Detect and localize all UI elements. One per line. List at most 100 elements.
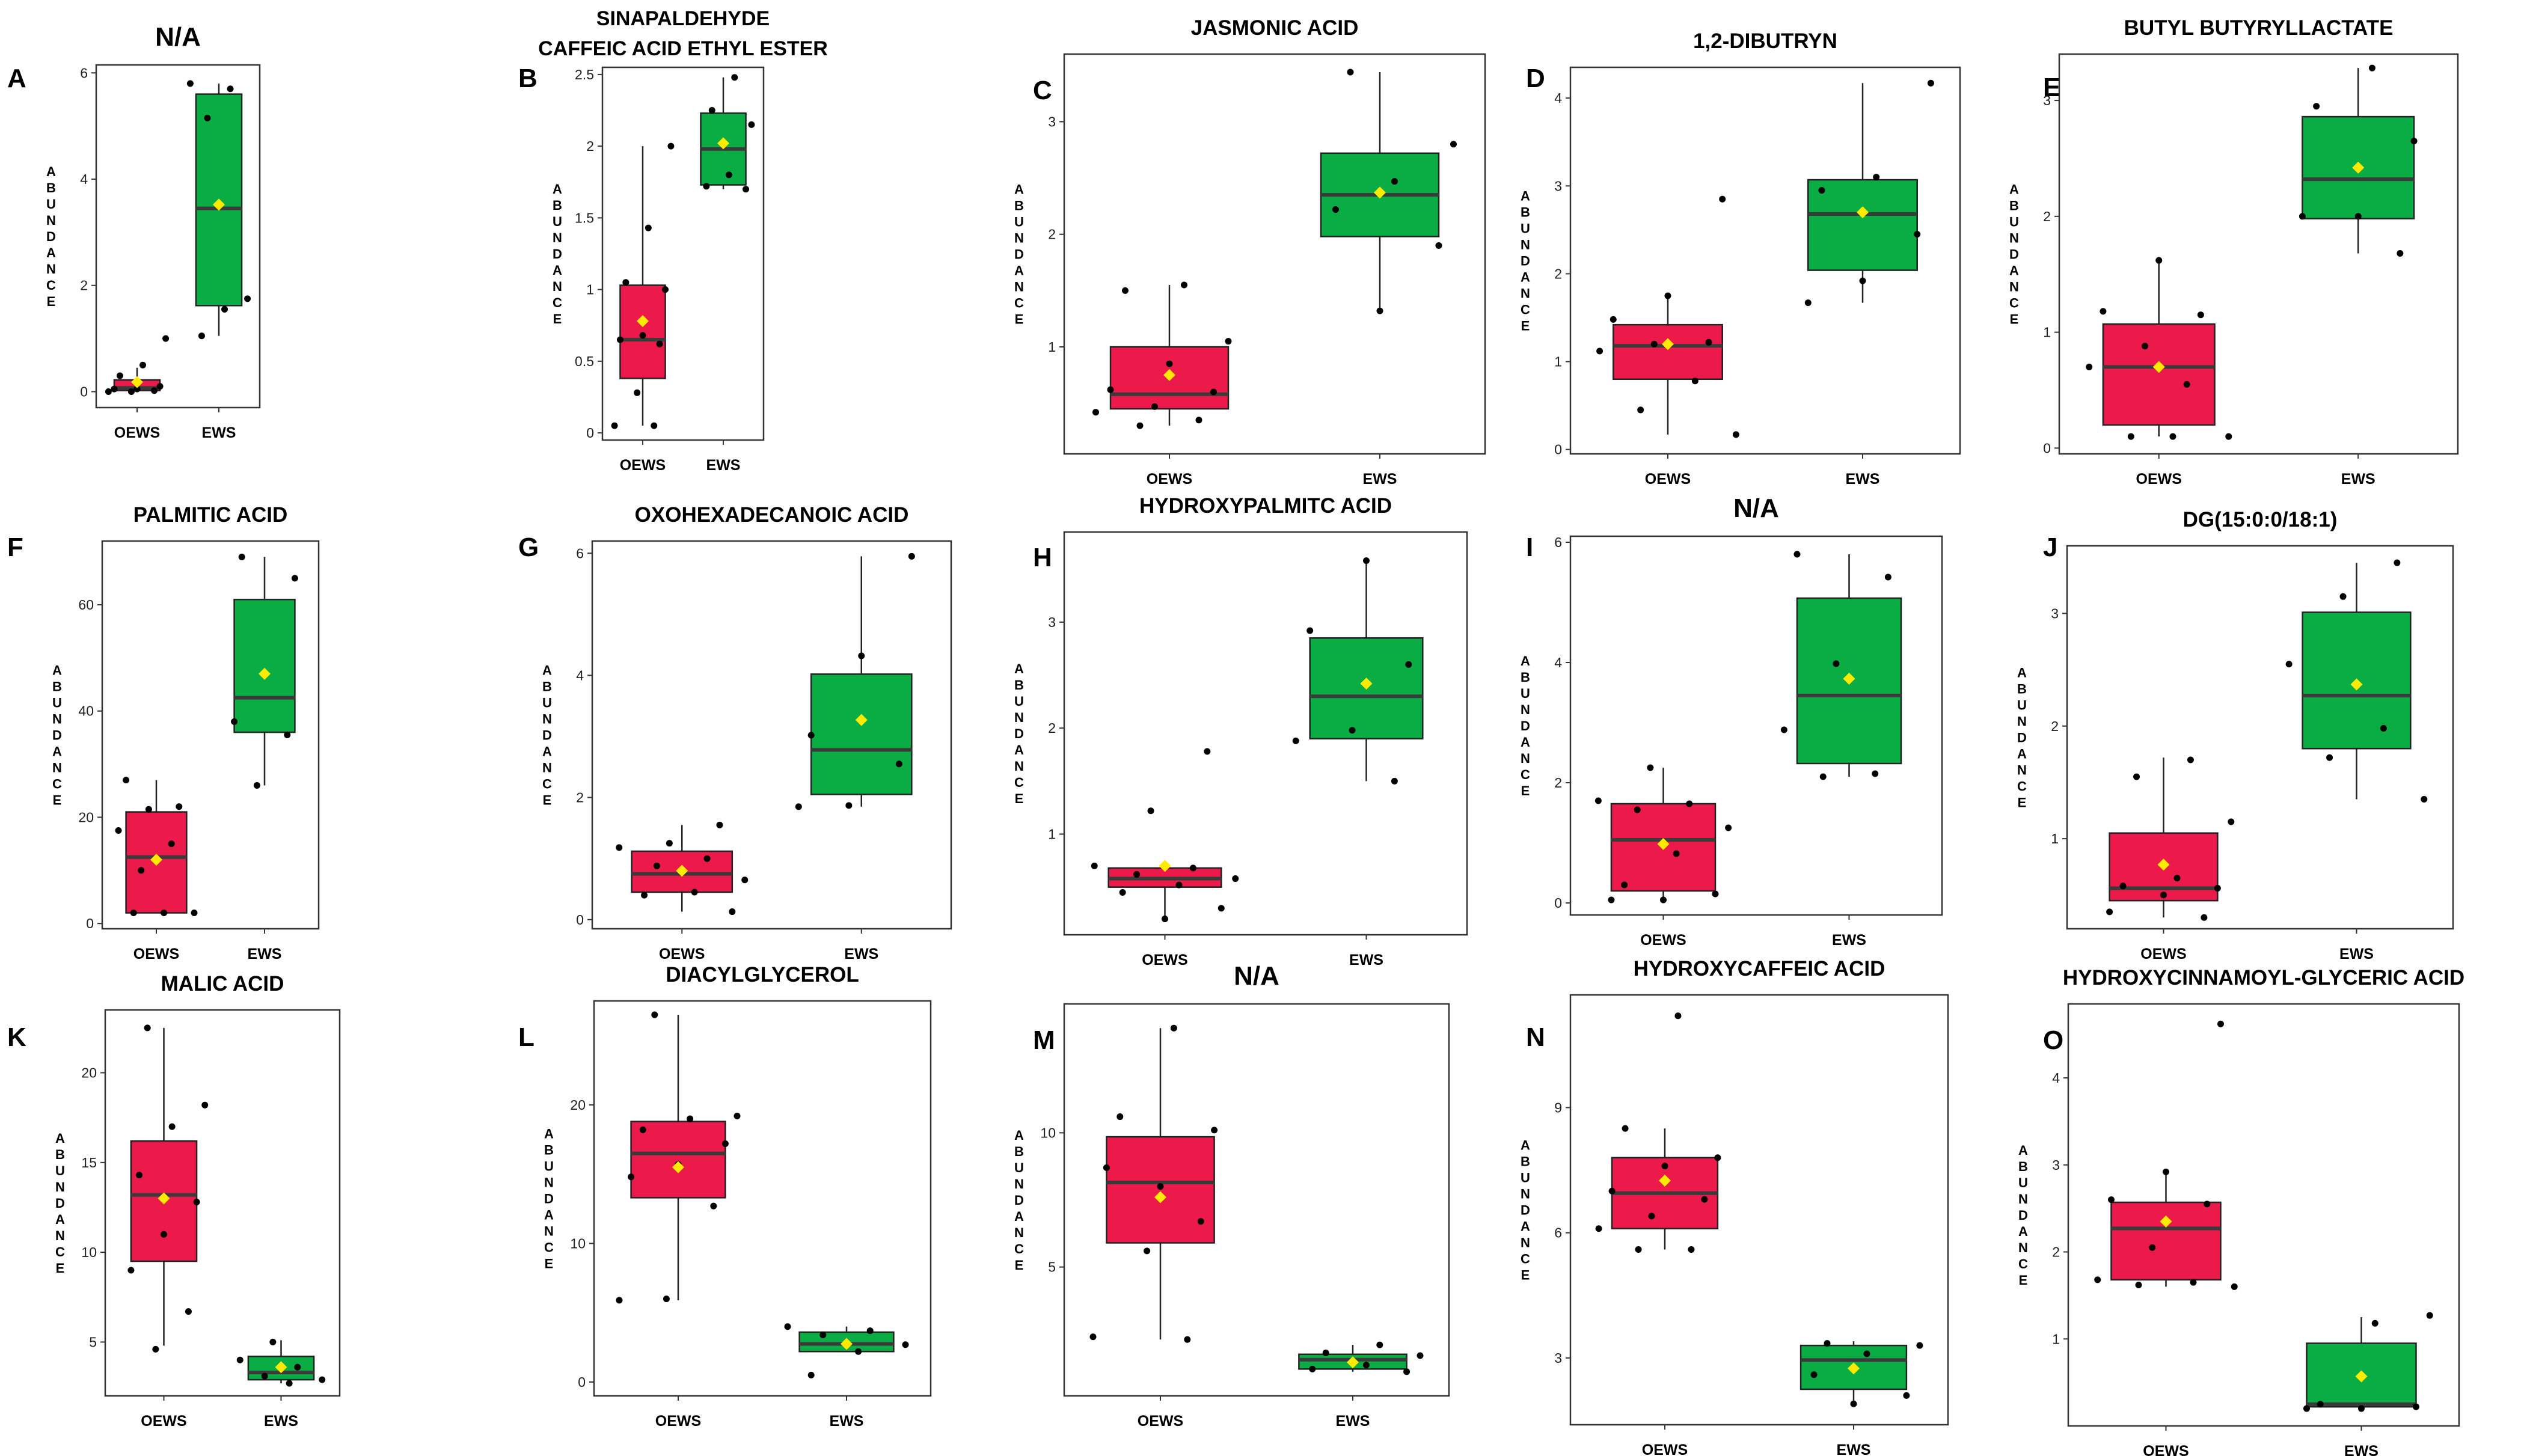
y-axis-label-letter: B	[55, 1147, 65, 1162]
y-axis-label-letter: N	[1014, 710, 1024, 725]
box-iqr	[1807, 179, 1918, 271]
data-point	[703, 183, 710, 190]
data-point	[710, 1202, 717, 1210]
data-point	[176, 803, 183, 810]
y-axis-label-letter: D	[1014, 726, 1024, 741]
data-point	[725, 171, 732, 179]
box-ews	[1780, 551, 1902, 780]
data-point	[2339, 593, 2347, 600]
data-point	[1673, 850, 1680, 857]
y-axis-label-letter: A	[52, 663, 62, 678]
y-tick-label: 2	[576, 790, 584, 806]
data-point	[1417, 1352, 1424, 1359]
x-category-label-oews: OEWS	[2143, 1443, 2188, 1456]
y-axis-label-letter: C	[1521, 302, 1530, 317]
data-point	[116, 372, 123, 379]
data-point	[2169, 433, 2176, 440]
mean-marker	[1159, 860, 1171, 872]
box-ews	[2299, 64, 2418, 257]
x-category-label-ews: EWS	[264, 1413, 298, 1430]
y-axis-label-letter: D	[544, 1191, 554, 1207]
data-point	[1435, 242, 1442, 249]
y-axis-label-letter: U	[1521, 686, 1530, 701]
y-tick-label: 4	[576, 667, 584, 683]
x-category-label-oews: OEWS	[1138, 1413, 1183, 1430]
chart-title: OXOHEXADECANOIC ACID	[635, 503, 909, 527]
y-axis-label-letter: C	[46, 278, 56, 293]
y-axis-label-letter: A	[553, 182, 562, 197]
data-point	[2380, 725, 2387, 732]
panel-letter: O	[2043, 1026, 2063, 1055]
y-axis-label-letter: U	[2009, 215, 2019, 230]
data-point	[291, 575, 298, 582]
data-point	[1824, 1340, 1831, 1347]
y-axis-label-letter: N	[55, 1228, 65, 1243]
x-category-label-ews: EWS	[1846, 471, 1880, 488]
data-point	[1306, 627, 1314, 634]
data-point	[269, 1338, 277, 1345]
box-oews	[2106, 756, 2235, 921]
y-axis-label-letter: N	[553, 279, 562, 294]
y-axis-label-letter: U	[1521, 221, 1530, 236]
data-point	[2183, 381, 2190, 388]
y-tick-label: 10	[1040, 1125, 1056, 1140]
chart-title: MALIC ACID	[161, 972, 284, 996]
y-axis-label-letter: D	[1521, 254, 1530, 269]
y-axis-label-letter: U	[1521, 1170, 1530, 1185]
data-point	[1714, 1154, 1721, 1161]
y-axis-label-letter: E	[53, 793, 62, 808]
data-point	[2201, 914, 2208, 921]
data-point	[611, 422, 618, 429]
y-axis-label-letter: E	[553, 311, 562, 326]
data-point	[731, 74, 738, 81]
x-category-label-oews: OEWS	[655, 1413, 701, 1430]
data-point	[1872, 770, 1879, 777]
data-point	[1595, 1225, 1602, 1232]
y-tick-label: 2	[2052, 1244, 2060, 1260]
y-axis-label-letter: E	[543, 793, 552, 808]
data-point	[1621, 881, 1628, 889]
x-category-label-oews: OEWS	[141, 1413, 186, 1430]
data-point	[244, 295, 251, 302]
data-point	[2421, 796, 2428, 803]
data-point	[2231, 1283, 2238, 1290]
box-ews	[1320, 69, 1457, 314]
data-point	[2371, 1320, 2378, 1327]
y-tick-label: 3	[1048, 114, 1056, 129]
y-axis-label-letter: E	[1521, 1268, 1530, 1283]
data-point	[1664, 292, 1671, 299]
mean-marker	[2160, 1215, 2172, 1228]
y-tick-label: 10	[570, 1235, 586, 1251]
y-tick-label: 2	[1554, 775, 1562, 791]
data-point	[1608, 1187, 1616, 1194]
chart-title: DG(15:0:0/18:1)	[2183, 508, 2338, 531]
box-ews	[1804, 79, 1934, 307]
data-point	[1674, 1012, 1682, 1020]
data-point	[653, 862, 660, 869]
data-point	[2394, 559, 2401, 566]
x-category-label-ews: EWS	[248, 946, 282, 962]
y-axis-label-letter: N	[2009, 231, 2019, 246]
data-point	[1151, 403, 1158, 410]
panel-letter: G	[518, 533, 539, 562]
data-point	[185, 1308, 192, 1315]
data-point	[1819, 773, 1827, 780]
box-oews	[1596, 195, 1739, 438]
y-tick-label: 20	[570, 1097, 586, 1113]
mean-marker	[1347, 1356, 1359, 1369]
chart-title: DIACYLGLYCEROL	[666, 963, 859, 986]
data-point	[807, 1371, 815, 1378]
data-point	[2149, 1244, 2156, 1251]
mean-marker	[1659, 1174, 1671, 1187]
y-axis-label-letter: A	[1014, 1209, 1024, 1224]
box-iqr	[1613, 323, 1723, 381]
y-axis-label-letter: N	[2018, 1240, 2028, 1255]
data-point	[1322, 1350, 1329, 1357]
panel-letter: E	[2043, 73, 2060, 102]
data-point	[2397, 250, 2404, 257]
data-point	[641, 892, 648, 899]
